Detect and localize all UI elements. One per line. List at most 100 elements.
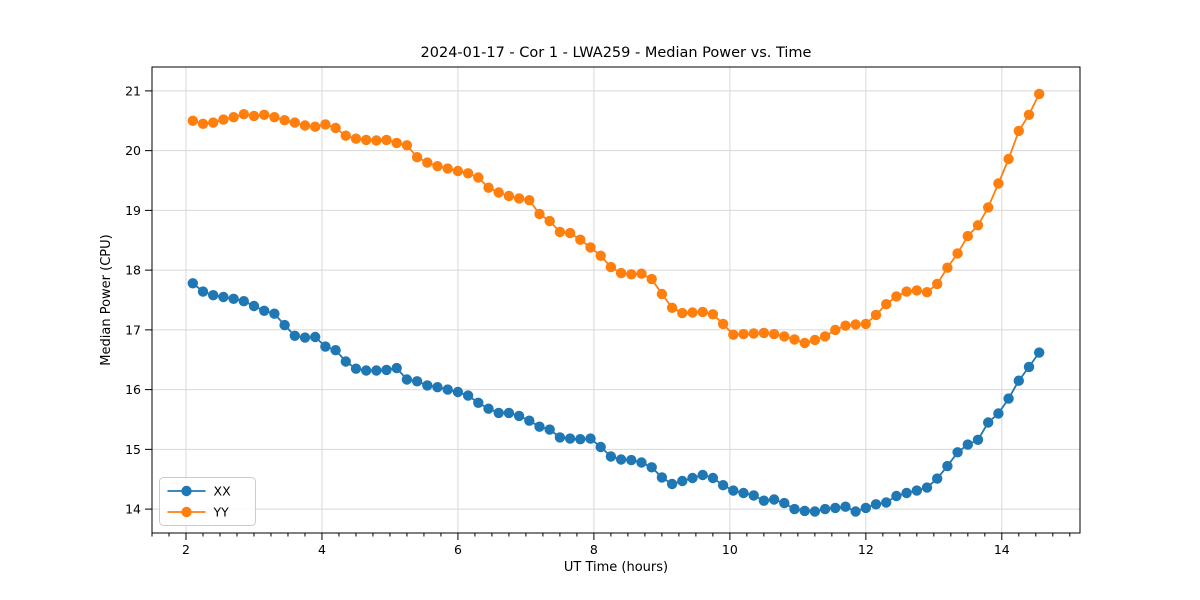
data-point-XX (279, 319, 290, 331)
data-point-YY (361, 134, 372, 146)
data-point-XX (707, 472, 719, 484)
data-point-YY (748, 328, 759, 339)
x-axis-label: UT Time (hours) (564, 560, 668, 575)
legend-label: YY (213, 505, 230, 520)
data-point-XX (310, 331, 321, 343)
data-point-YY (901, 286, 912, 297)
data-point-XX (575, 434, 586, 445)
data-point-YY (401, 140, 413, 151)
data-point-YY (666, 302, 678, 313)
data-point-XX (881, 497, 892, 508)
data-point-XX (717, 480, 729, 491)
data-point-YY (228, 112, 239, 123)
data-point-YY (371, 135, 382, 146)
data-point-XX (228, 293, 239, 304)
data-point-YY (595, 250, 606, 261)
data-point-XX (411, 376, 423, 387)
data-point-XX (513, 410, 525, 422)
data-point-XX (870, 499, 882, 510)
data-point-XX (901, 487, 912, 499)
data-point-XX (921, 482, 933, 493)
data-point-XX (932, 473, 943, 484)
data-point-YY (881, 299, 892, 310)
data-point-YY (575, 234, 586, 245)
data-point-YY (381, 134, 392, 146)
x-tick-label: 4 (318, 542, 326, 557)
data-point-YY (411, 152, 423, 163)
data-point-YY (462, 168, 474, 179)
data-point-XX (779, 497, 790, 509)
data-point-XX (238, 296, 249, 307)
y-tick-label: 21 (125, 83, 141, 98)
data-point-YY (432, 161, 443, 172)
data-point-XX (636, 457, 647, 468)
data-point-YY (350, 133, 362, 144)
data-point-XX (728, 485, 739, 496)
data-point-XX (350, 363, 362, 374)
data-point-YY (636, 268, 647, 279)
data-point-XX (799, 505, 810, 517)
data-point-XX (269, 308, 280, 319)
data-point-YY (197, 118, 209, 129)
data-point-YY (218, 114, 229, 125)
legend-item-XX: XX (167, 484, 231, 499)
data-point-XX (840, 501, 851, 512)
data-point-YY (656, 288, 668, 300)
data-point-YY (972, 220, 984, 231)
data-point-YY (340, 130, 351, 141)
series-layer (187, 88, 1045, 517)
data-point-YY (983, 202, 994, 213)
data-point-XX (891, 490, 902, 502)
data-point-XX (503, 407, 515, 419)
data-point-XX (830, 502, 841, 514)
data-point-YY (728, 329, 739, 340)
data-point-XX (391, 362, 402, 374)
data-point-XX (911, 485, 922, 496)
data-point-XX (942, 460, 953, 472)
data-point-YY (687, 307, 698, 318)
data-point-XX (208, 290, 219, 301)
data-point-XX (748, 490, 759, 501)
data-point-YY (452, 165, 464, 177)
series-markers-YY (187, 88, 1045, 349)
data-point-YY (707, 309, 719, 320)
chart-title: 2024-01-17 - Cor 1 - LWA259 - Median Pow… (421, 45, 812, 61)
data-point-YY (238, 109, 249, 120)
data-point-YY (330, 122, 341, 134)
data-point-YY (860, 318, 871, 330)
data-point-YY (717, 318, 729, 330)
data-point-YY (473, 172, 484, 183)
data-point-XX (381, 364, 392, 376)
data-point-XX (442, 384, 453, 395)
data-point-YY (993, 178, 1004, 189)
data-point-YY (1034, 88, 1045, 100)
legend-marker-icon (181, 485, 192, 497)
data-point-YY (677, 307, 688, 319)
data-point-YY (809, 334, 821, 346)
data-point-XX (462, 390, 474, 401)
legend-marker-icon (181, 506, 192, 518)
data-point-YY (259, 109, 270, 121)
data-point-YY (422, 157, 433, 168)
y-tick-label: 20 (125, 143, 141, 158)
legend-layer: XX YY (159, 477, 256, 526)
data-point-XX (259, 305, 270, 316)
series-line-YY (192, 93, 1041, 344)
data-point-XX (850, 506, 861, 517)
data-point-XX (860, 502, 871, 514)
data-point-YY (289, 117, 300, 128)
data-point-YY (524, 195, 535, 206)
data-point-XX (993, 408, 1004, 419)
data-point-YY (248, 110, 260, 122)
data-point-YY (921, 287, 933, 298)
data-point-XX (677, 475, 688, 487)
series-markers-XX (187, 278, 1045, 517)
data-point-YY (503, 190, 515, 202)
data-point-XX (493, 407, 504, 419)
data-point-XX (483, 403, 494, 414)
data-point-XX (452, 386, 464, 398)
data-point-XX (605, 451, 617, 462)
data-point-XX (687, 472, 698, 484)
